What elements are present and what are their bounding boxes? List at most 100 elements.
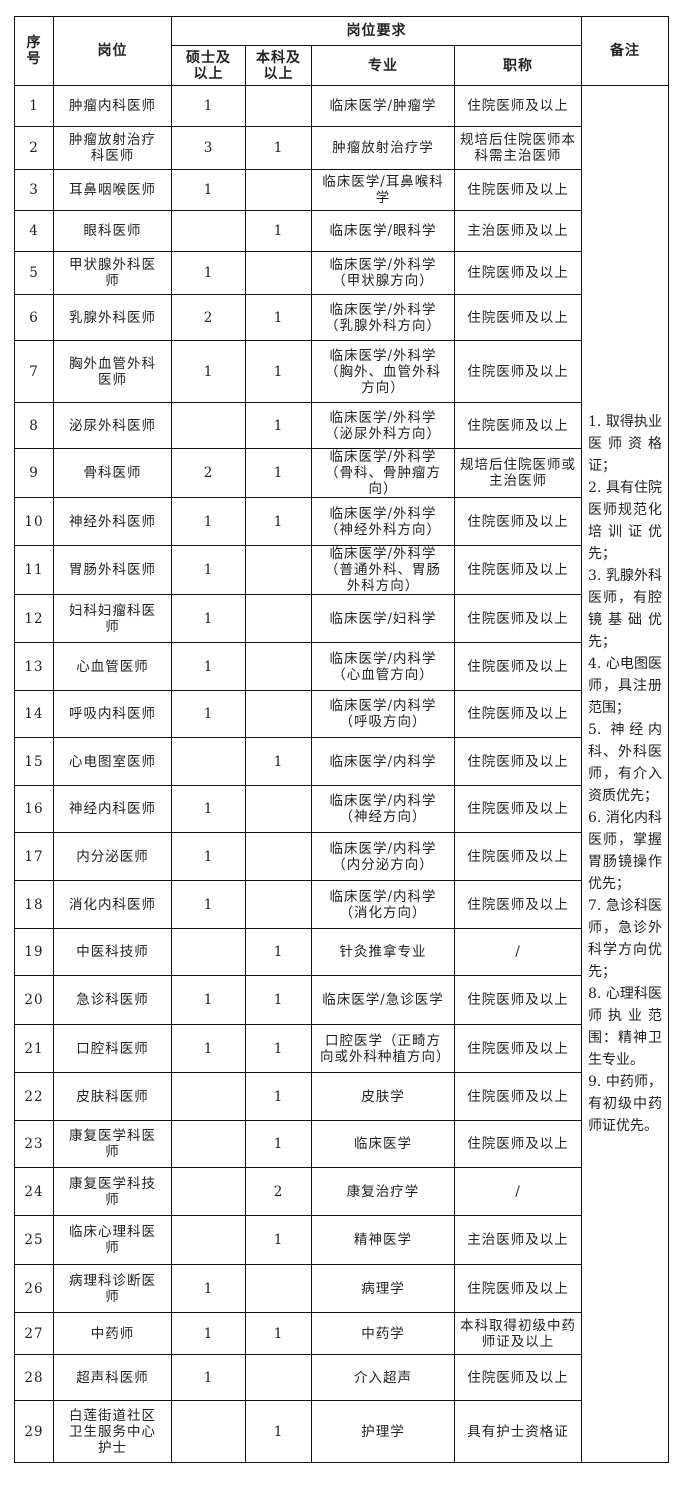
cell-bachelor: 1 — [245, 1120, 312, 1168]
cell-post: 呼吸内科医师 — [53, 690, 172, 738]
cell-post: 心电图室医师 — [53, 737, 172, 786]
cell-seq: 1 — [14, 85, 54, 127]
cell-seq: 16 — [14, 785, 54, 833]
cell-seq: 14 — [14, 690, 54, 738]
cell-post: 眼科医师 — [53, 210, 172, 252]
cell-seq: 22 — [14, 1072, 54, 1121]
cell-bachelor — [245, 832, 312, 881]
cell-master: 1 — [171, 169, 246, 211]
remark-item: 8. 心理科医师执业范围：精神卫生专业。 — [588, 986, 662, 1068]
cell-master — [171, 210, 246, 252]
cell-post: 康复医学科技师 — [53, 1167, 172, 1216]
cell-major: 针灸推拿专业 — [311, 928, 455, 976]
cell-title: 住院医师及以上 — [454, 975, 582, 1025]
cell-seq: 21 — [14, 1024, 54, 1073]
cell-seq: 11 — [14, 545, 54, 595]
cell-title: 住院医师及以上 — [454, 1072, 582, 1121]
cell-major: 临床医学/外科学（泌尿外科方向） — [311, 402, 455, 449]
cell-post: 甲状腺外科医师 — [53, 251, 172, 295]
cell-post: 急诊科医师 — [53, 975, 172, 1025]
cell-post: 中药师 — [53, 1312, 172, 1355]
table-row: 3 耳鼻咽喉医师 1 临床医学/耳鼻喉科学 住院医师及以上 — [14, 169, 669, 211]
cell-major: 临床医学/内科学（消化方向） — [311, 880, 455, 929]
cell-master: 3 — [171, 126, 246, 170]
cell-master: 1 — [171, 1312, 246, 1355]
cell-post: 骨科医师 — [53, 448, 172, 498]
cell-title: 住院医师及以上 — [454, 880, 582, 929]
cell-major: 临床医学/外科学（神经外科方向） — [311, 497, 455, 546]
header-seq: 序号 — [14, 16, 54, 86]
cell-post: 超声科医师 — [53, 1354, 172, 1401]
cell-major: 临床医学/外科学（乳腺外科方向） — [311, 294, 455, 341]
cell-post: 口腔科医师 — [53, 1024, 172, 1073]
cell-bachelor — [245, 1354, 312, 1401]
cell-major: 病理学 — [311, 1264, 455, 1313]
table-row: 24 康复医学科技师 2 康复治疗学 / — [14, 1167, 669, 1216]
cell-major: 临床医学/外科学（普通外科、胃肠外科方向） — [311, 545, 455, 595]
cell-seq: 8 — [14, 402, 54, 449]
cell-title: 本科取得初级中药师证及以上 — [454, 1312, 582, 1355]
cell-bachelor — [245, 1264, 312, 1313]
table-row: 5 甲状腺外科医师 1 临床医学/外科学（甲状腺方向） 住院医师及以上 — [14, 251, 669, 295]
cell-title: 住院医师及以上 — [454, 785, 582, 833]
cell-seq: 26 — [14, 1264, 54, 1313]
cell-seq: 29 — [14, 1400, 54, 1463]
cell-post: 中医科技师 — [53, 928, 172, 976]
header-title: 职称 — [454, 45, 582, 86]
cell-post: 白莲街道社区卫生服务中心护士 — [53, 1400, 172, 1463]
table-row: 8 泌尿外科医师 1 临床医学/外科学（泌尿外科方向） 住院医师及以上 — [14, 402, 669, 449]
cell-bachelor: 1 — [245, 737, 312, 786]
cell-seq: 28 — [14, 1354, 54, 1401]
cell-post: 神经内科医师 — [53, 785, 172, 833]
cell-seq: 12 — [14, 594, 54, 643]
table-row: 27 中药师 1 1 中药学 本科取得初级中药师证及以上 — [14, 1312, 669, 1355]
header-major: 专业 — [311, 45, 455, 86]
cell-seq: 17 — [14, 832, 54, 881]
cell-post: 泌尿外科医师 — [53, 402, 172, 449]
cell-major: 介入超声 — [311, 1354, 455, 1401]
cell-bachelor: 1 — [245, 402, 312, 449]
recruitment-table: 序号 岗位 岗位要求 备注 硕士及以上 本科及以上 专业 职称 1 肿瘤内科医师 1… — [14, 16, 669, 1463]
cell-major: 临床医学/外科学（甲状腺方向） — [311, 251, 455, 295]
table-row: 23 康复医学科医师 1 临床医学 住院医师及以上 — [14, 1120, 669, 1168]
cell-title: 住院医师及以上 — [454, 594, 582, 643]
cell-bachelor — [245, 690, 312, 738]
cell-title: 住院医师及以上 — [454, 1024, 582, 1073]
cell-seq: 2 — [14, 126, 54, 170]
table-row: 7 胸外血管外科医师 1 1 临床医学/外科学（胸外、血管外科方向） 住院医师及以上 — [14, 340, 669, 403]
cell-post: 耳鼻咽喉医师 — [53, 169, 172, 211]
table-row: 13 心血管医师 1 临床医学/内科学（心血管方向） 住院医师及以上 — [14, 642, 669, 691]
cell-title: 规培后住院医师本科需主治医师 — [454, 126, 582, 170]
remark-item: 2. 具有住院医师规范化培训证优先； — [588, 480, 662, 562]
cell-seq: 23 — [14, 1120, 54, 1168]
table-row: 28 超声科医师 1 介入超声 住院医师及以上 — [14, 1354, 669, 1401]
cell-seq: 7 — [14, 340, 54, 403]
cell-seq: 3 — [14, 169, 54, 211]
cell-post: 肿瘤内科医师 — [53, 85, 172, 127]
cell-master: 1 — [171, 1024, 246, 1073]
remark-item: 4. 心电图医师，具注册范围； — [588, 656, 662, 716]
cell-title: 住院医师及以上 — [454, 1120, 582, 1168]
cell-title: 住院医师及以上 — [454, 251, 582, 295]
cell-master: 1 — [171, 1264, 246, 1313]
cell-bachelor — [245, 594, 312, 643]
cell-major: 临床医学/妇科学 — [311, 594, 455, 643]
table-row: 16 神经内科医师 1 临床医学/内科学（神经方向） 住院医师及以上 — [14, 785, 669, 833]
table-row: 19 中医科技师 1 针灸推拿专业 / — [14, 928, 669, 976]
cell-post: 神经外科医师 — [53, 497, 172, 546]
cell-master — [171, 1072, 246, 1121]
cell-master: 1 — [171, 880, 246, 929]
header-master: 硕士及以上 — [171, 45, 246, 86]
cell-major: 中药学 — [311, 1312, 455, 1355]
header-post: 岗位 — [53, 16, 172, 86]
cell-seq: 18 — [14, 880, 54, 929]
table-row: 15 心电图室医师 1 临床医学/内科学 住院医师及以上 — [14, 737, 669, 786]
cell-master: 2 — [171, 448, 246, 498]
cell-title: 住院医师及以上 — [454, 1264, 582, 1313]
table-row: 21 口腔科医师 1 1 口腔医学（正畸方向或外科种植方向） 住院医师及以上 — [14, 1024, 669, 1073]
cell-title: / — [454, 928, 582, 976]
cell-major: 临床医学/耳鼻喉科学 — [311, 169, 455, 211]
cell-seq: 6 — [14, 294, 54, 341]
cell-major: 口腔医学（正畸方向或外科种植方向） — [311, 1024, 455, 1073]
cell-title: 住院医师及以上 — [454, 497, 582, 546]
